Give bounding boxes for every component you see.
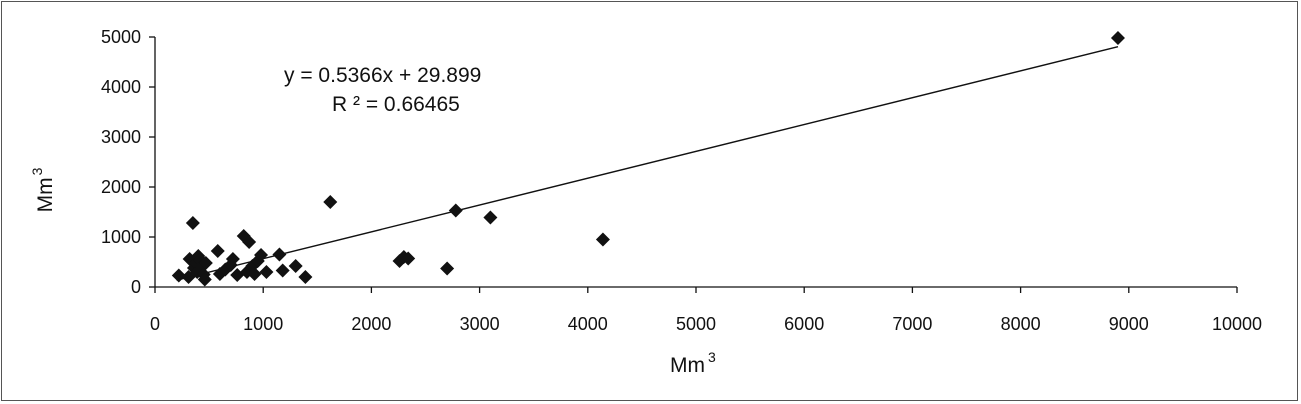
data-point: [242, 235, 257, 249]
tick-labels: 0 1000 2000 3000 4000 5000 0 1000 2000 3000 4000 50…: [101, 27, 1262, 334]
y-tick-label: 2000: [101, 177, 141, 197]
trendline-group: [176, 46, 1119, 281]
y-tick-label: 1000: [101, 227, 141, 247]
trendline-equation: y = 0.5366x + 29.899: [284, 64, 481, 87]
axes: [149, 36, 1238, 293]
x-tick-label: 5000: [676, 314, 716, 334]
data-point: [483, 210, 498, 225]
data-point: [275, 263, 290, 278]
y-tick-label: 0: [131, 277, 141, 297]
x-tick-label: 6000: [784, 314, 824, 334]
data-point: [197, 272, 212, 287]
y-axis-title-sup: 3: [29, 167, 45, 175]
y-tick-label: 4000: [101, 77, 141, 97]
data-point: [225, 252, 240, 266]
data-point: [247, 267, 262, 281]
x-tick-label: 0: [150, 314, 160, 334]
data-point: [250, 254, 265, 268]
data-points: [171, 31, 1125, 287]
x-axis-title-text: Mm: [670, 354, 705, 377]
x-tick-label: 3000: [460, 314, 500, 334]
x-tick-label: 10000: [1212, 314, 1262, 334]
x-tick-label: 7000: [892, 314, 932, 334]
data-point: [288, 259, 303, 273]
y-tick-label: 5000: [101, 27, 141, 47]
y-axis-title: Mm 3: [29, 167, 57, 212]
x-tick-label: 2000: [351, 314, 391, 334]
data-point: [198, 256, 213, 270]
data-point: [323, 195, 338, 209]
data-point: [254, 248, 269, 262]
data-point: [298, 270, 313, 284]
data-point: [401, 251, 416, 266]
x-tick-label: 8000: [1001, 314, 1041, 334]
data-point: [185, 216, 200, 230]
data-point: [171, 268, 186, 283]
x-tick-label: 1000: [243, 314, 283, 334]
data-point: [448, 203, 463, 218]
y-axis-title-text: Mm: [34, 177, 57, 212]
data-point: [440, 261, 455, 276]
x-tick-label: 9000: [1109, 314, 1149, 334]
y-tick-label: 3000: [101, 127, 141, 147]
r-squared-label: R ² = 0.66465: [332, 93, 460, 116]
data-point: [272, 247, 287, 262]
x-axis-title-sup: 3: [708, 349, 716, 365]
data-point: [595, 232, 610, 247]
x-axis-title: Mm 3: [670, 349, 716, 377]
x-tick-label: 4000: [568, 314, 608, 334]
data-point: [1110, 31, 1125, 45]
data-point: [259, 265, 274, 279]
data-point: [210, 244, 225, 258]
trendline: [176, 46, 1119, 281]
